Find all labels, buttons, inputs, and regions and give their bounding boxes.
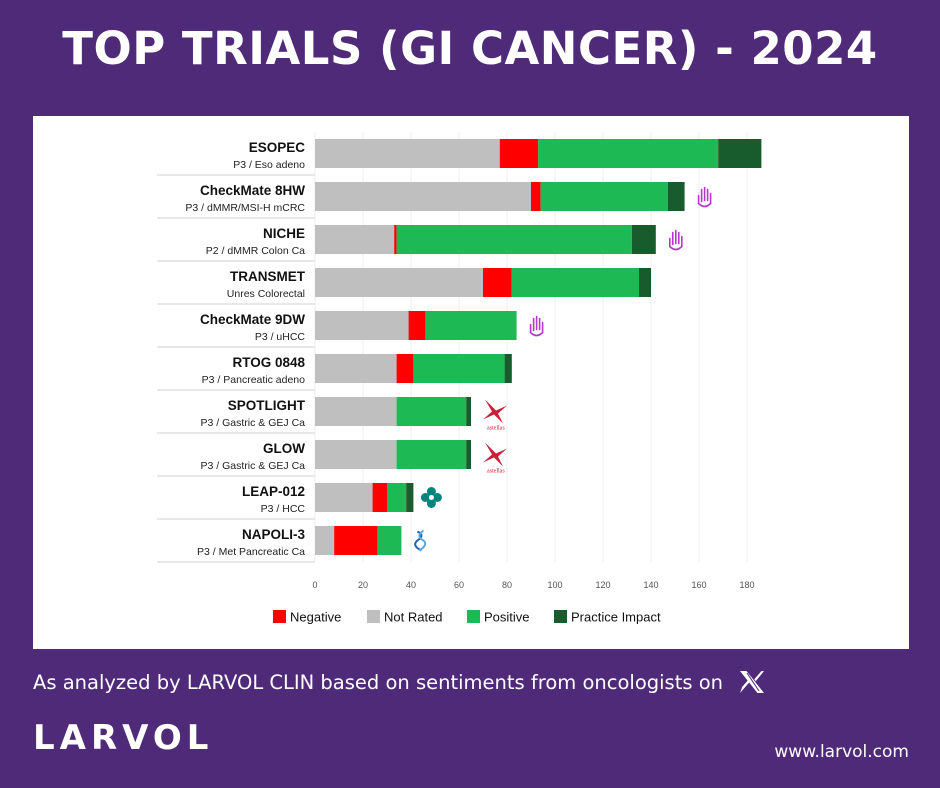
bar-segment-negative <box>334 526 378 555</box>
merck-logo-icon <box>420 487 442 508</box>
trial-name-label: CheckMate 9DW <box>200 312 305 327</box>
bar-segment-positive <box>396 225 632 254</box>
hand-icon <box>668 229 683 251</box>
trial-detail-label: P3 / Eso adeno <box>233 159 305 171</box>
x-tick-label: 180 <box>739 580 754 590</box>
bar-segment-positive <box>413 354 505 383</box>
astellas-logo-icon: astellas <box>483 442 507 475</box>
x-tick-label: 160 <box>691 580 706 590</box>
x-tick-label: 40 <box>406 580 416 590</box>
trial-name-label: ESOPEC <box>249 140 306 155</box>
trial-detail-label: Unres Colorectal <box>227 288 305 300</box>
website-link[interactable]: www.larvol.com <box>774 742 909 762</box>
trial-detail-label: P3 / Gastric & GEJ Ca <box>201 460 306 472</box>
subtitle: As analyzed by LARVOL CLIN based on sent… <box>33 670 765 694</box>
bar-segment-positive <box>511 268 639 297</box>
bar-segment-negative <box>499 139 539 168</box>
legend-swatch <box>273 610 286 623</box>
legend-label: Not Rated <box>384 610 443 625</box>
bar-segment-practice-impact <box>504 354 512 383</box>
x-tick-label: 120 <box>595 580 610 590</box>
bar-segment-not-rated <box>315 483 373 512</box>
trial-name-label: GLOW <box>263 441 305 456</box>
page-title: TOP TRIALS (GI CANCER) - 2024 <box>62 22 878 75</box>
bar-segment-positive <box>425 311 517 340</box>
legend-swatch <box>367 610 380 623</box>
legend-swatch <box>554 610 567 623</box>
trial-name-label: NICHE <box>263 226 305 241</box>
trial-name-label: RTOG 0848 <box>232 355 305 370</box>
bar-segment-negative <box>372 483 387 512</box>
trial-detail-label: P3 / Met Pancreatic Ca <box>197 546 305 558</box>
trial-detail-label: P3 / dMMR/MSI-H mCRC <box>185 202 305 214</box>
stacked-bar-chart: ESOPEC P3 / Eso adeno CheckMate 8HW P3 / dM… <box>157 132 762 625</box>
trial-name-label: SPOTLIGHT <box>228 398 306 413</box>
trial-detail-label: P3 / Pancreatic adeno <box>202 374 305 386</box>
svg-text:astellas: astellas <box>487 426 505 432</box>
bar-segment-practice-impact <box>466 440 471 469</box>
x-tick-label: 60 <box>454 580 464 590</box>
bar-segment-not-rated <box>315 526 335 555</box>
trial-name-label: NAPOLI-3 <box>242 527 305 542</box>
bar-segment-not-rated <box>315 225 395 254</box>
bar-segment-practice-impact <box>466 397 471 426</box>
x-tick-label: 80 <box>502 580 512 590</box>
trial-detail-label: P3 / uHCC <box>255 331 306 343</box>
trial-detail-label: P3 / HCC <box>261 503 306 515</box>
bar-segment-not-rated <box>315 182 531 211</box>
x-tick-label: 100 <box>547 580 562 590</box>
bar-segment-positive <box>377 526 402 555</box>
bar-segment-not-rated <box>315 268 483 297</box>
bar-segment-practice-impact <box>667 182 685 211</box>
trial-name-label: LEAP-012 <box>242 484 305 499</box>
astellas-logo-icon: astellas <box>483 399 507 432</box>
legend-swatch <box>467 610 480 623</box>
bar-segment-negative <box>396 354 414 383</box>
bar-segment-positive <box>396 397 467 426</box>
bar-segment-negative <box>483 268 512 297</box>
x-tick-label: 0 <box>312 580 317 590</box>
trial-detail-label: P3 / Gastric & GEJ Ca <box>201 417 306 429</box>
bar-segment-practice-impact <box>718 139 762 168</box>
bar-segment-negative <box>394 225 397 254</box>
trial-name-label: TRANSMET <box>230 269 306 284</box>
hand-icon <box>697 186 712 208</box>
legend-label: Negative <box>290 610 341 625</box>
bar-segment-negative <box>408 311 426 340</box>
bar-segment-positive <box>396 440 467 469</box>
bar-segment-not-rated <box>315 354 397 383</box>
bar-segment-not-rated <box>315 139 500 168</box>
x-logo-icon <box>740 671 765 693</box>
bar-segment-negative <box>531 182 541 211</box>
x-tick-label: 20 <box>358 580 368 590</box>
chart-panel: ESOPEC P3 / Eso adeno CheckMate 8HW P3 / dM… <box>33 116 909 649</box>
bar-segment-practice-impact <box>631 225 656 254</box>
bar-segment-not-rated <box>315 311 409 340</box>
x-tick-label: 140 <box>643 580 658 590</box>
bar-segment-practice-impact <box>639 268 651 297</box>
trial-detail-label: P2 / dMMR Colon Ca <box>206 245 305 257</box>
trial-name-label: CheckMate 8HW <box>200 183 305 198</box>
subtitle-text: As analyzed by LARVOL CLIN based on sent… <box>33 671 723 694</box>
hand-icon <box>529 315 544 337</box>
bar-segment-not-rated <box>315 397 397 426</box>
bar-segment-positive <box>387 483 407 512</box>
bar-segment-practice-impact <box>406 483 414 512</box>
bar-segment-positive <box>538 139 719 168</box>
bar-segment-not-rated <box>315 440 397 469</box>
svg-text:astellas: astellas <box>487 469 505 475</box>
legend-label: Positive <box>484 610 530 625</box>
legend-label: Practice Impact <box>571 610 661 625</box>
ipsen-logo-icon <box>414 529 427 552</box>
larvol-logo: LARVOL <box>33 718 214 758</box>
bar-segment-positive <box>540 182 668 211</box>
